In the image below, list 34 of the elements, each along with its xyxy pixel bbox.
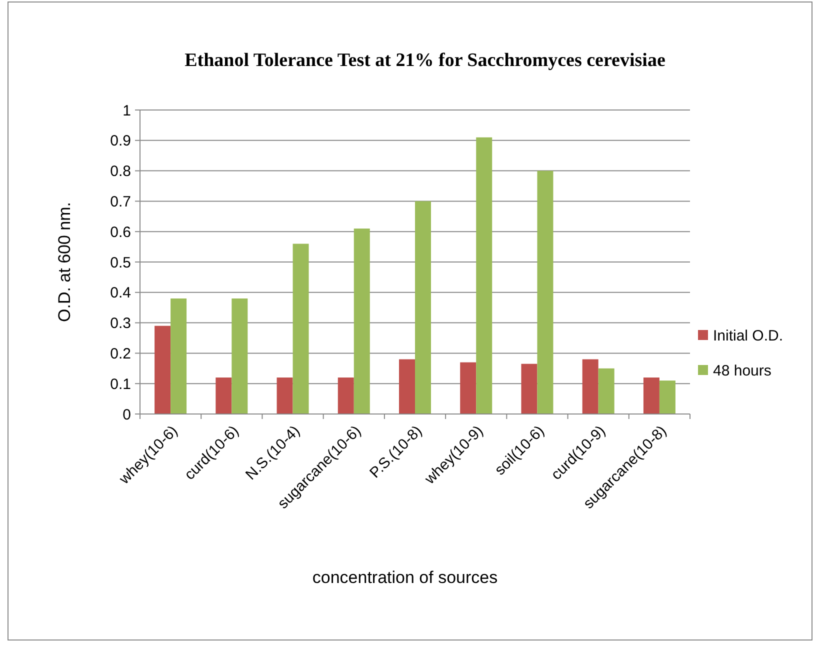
bar: [521, 364, 538, 414]
y-tick-label: 0.9: [110, 132, 131, 150]
bar: [276, 378, 293, 414]
y-axis-title: O.D. at 600 nm.: [55, 202, 74, 322]
bar: [232, 298, 248, 414]
bar: [415, 201, 431, 414]
bar: [537, 170, 554, 414]
y-tick-label: 0.7: [110, 193, 131, 210]
bar: [643, 378, 660, 414]
y-tick-label: 1: [122, 102, 131, 120]
bar: [582, 359, 598, 414]
legend-label: Initial O.D.: [713, 327, 784, 344]
bar: [598, 368, 614, 414]
y-tick-label: 0.6: [110, 224, 131, 241]
bar: [154, 326, 171, 414]
bar: [354, 228, 370, 414]
y-tick-label: 0.8: [110, 163, 131, 180]
x-axis-title: concentration of sources: [312, 568, 498, 587]
bar: [338, 378, 354, 414]
legend-label: 48 hours: [713, 362, 772, 380]
bar: [216, 378, 232, 414]
bar: [659, 380, 676, 414]
y-tick-label: 0.4: [110, 284, 131, 302]
bar: [460, 362, 476, 414]
chart-title: Ethanol Tolerance Test at 21% for Sacchromyces cerevisiae: [184, 50, 666, 71]
y-tick-label: 0.2: [110, 345, 131, 362]
y-tick-label: 0.3: [110, 315, 131, 332]
bar: [399, 359, 415, 414]
y-tick-label: 0: [122, 406, 131, 424]
y-tick-label: 0.5: [110, 254, 131, 272]
bar: [292, 244, 309, 414]
bar: [170, 298, 187, 414]
y-tick-label: 0.1: [110, 376, 131, 393]
bar: [476, 137, 492, 414]
